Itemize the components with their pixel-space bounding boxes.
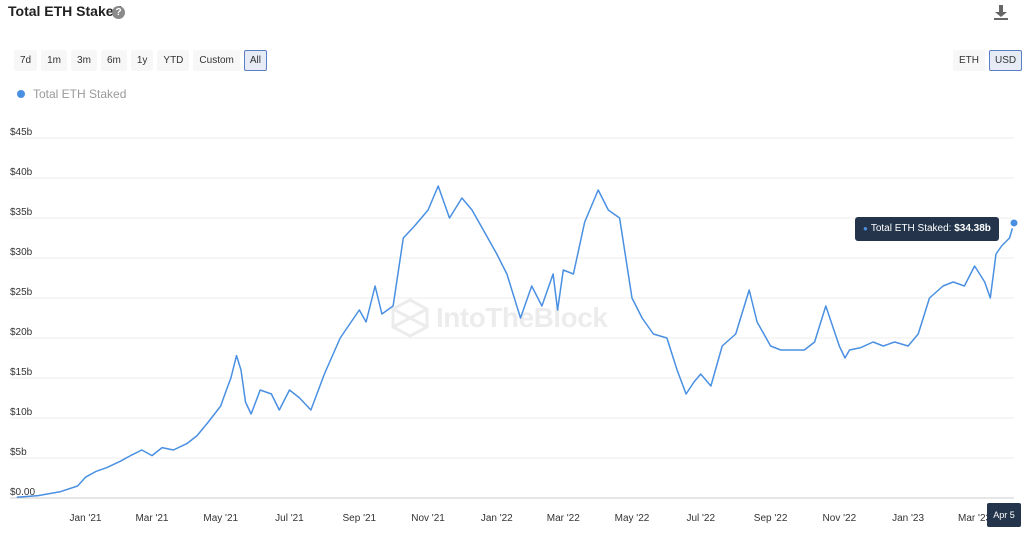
data-point-highlight [1008, 217, 1020, 229]
y-tick-label: $15b [10, 367, 33, 378]
range-button-all[interactable]: All [243, 50, 267, 71]
y-tick-label: $35b [10, 207, 33, 218]
y-tick-label: $25b [10, 287, 33, 298]
y-tick-label: $5b [10, 447, 27, 458]
grid-lines [10, 137, 1014, 499]
unit-selector: ETH USD [953, 50, 1023, 71]
unit-button-usd[interactable]: USD [989, 50, 1023, 71]
range-button-7d[interactable]: 7d [14, 50, 38, 71]
x-tick-label: Jan '21 [70, 513, 102, 524]
intotheblock-logo-icon [391, 298, 429, 338]
range-button-6m[interactable]: 6m [100, 50, 127, 71]
page-title: Total ETH Staked [8, 3, 123, 19]
x-axis-ticks: Jan '21 Mar '21 May '21 Jul '21 Sep '21 Nov '… [70, 513, 992, 524]
question-circle-icon[interactable]: ? [112, 6, 125, 19]
range-button-3m[interactable]: 3m [71, 50, 97, 71]
y-tick-label: $30b [10, 247, 33, 258]
x-crosshair-label: Apr 5 [987, 503, 1021, 527]
watermark: IntoTheBlock [390, 298, 608, 338]
legend-item[interactable]: Total ETH Staked [17, 87, 126, 101]
y-axis-ticks: $0.00 $5b $10b $15b $20b $25b $30b $35b $40b $45b [10, 127, 35, 498]
x-tick-label: Jan '23 [892, 513, 924, 524]
range-button-ytd[interactable]: YTD [157, 50, 190, 71]
tooltip-value: $34.38b [954, 223, 991, 234]
y-tick-label: $20b [10, 327, 33, 338]
x-tick-label: Mar '21 [135, 513, 168, 524]
series-line-total-eth-staked [16, 185, 1015, 498]
x-tick-label: Jul '22 [686, 513, 715, 524]
x-tick-label: May '21 [203, 513, 238, 524]
x-tick-label: Sep '21 [343, 513, 377, 524]
watermark-text: IntoTheBlock [436, 302, 608, 333]
x-tick-label: Nov '21 [411, 513, 445, 524]
x-tick-label: Mar '23 [958, 513, 991, 524]
range-button-1y[interactable]: 1y [130, 50, 154, 71]
x-tick-label: Jul '21 [275, 513, 304, 524]
range-selector: 7d 1m 3m 6m 1y YTD Custom All [14, 50, 267, 71]
x-tick-label: Sep '22 [754, 513, 788, 524]
range-button-custom[interactable]: Custom [193, 50, 240, 71]
tooltip: ● Total ETH Staked: $34.38b [855, 217, 999, 241]
tooltip-marker: ● [863, 224, 868, 233]
x-tick-label: Jan '22 [481, 513, 513, 524]
unit-button-eth[interactable]: ETH [953, 50, 985, 71]
y-tick-label: $10b [10, 407, 33, 418]
x-tick-label: May '22 [615, 513, 650, 524]
x-tick-label: Mar '22 [547, 513, 580, 524]
legend-marker [17, 90, 25, 98]
legend-label: Total ETH Staked [33, 87, 127, 101]
range-button-1m[interactable]: 1m [41, 50, 68, 71]
download-icon[interactable] [993, 4, 1009, 21]
y-tick-label: $45b [10, 127, 33, 138]
tooltip-series-label: Total ETH Staked [870, 223, 949, 234]
y-tick-label: $40b [10, 167, 33, 178]
y-tick-label: $0.00 [10, 487, 35, 498]
x-tick-label: Nov '22 [823, 513, 857, 524]
